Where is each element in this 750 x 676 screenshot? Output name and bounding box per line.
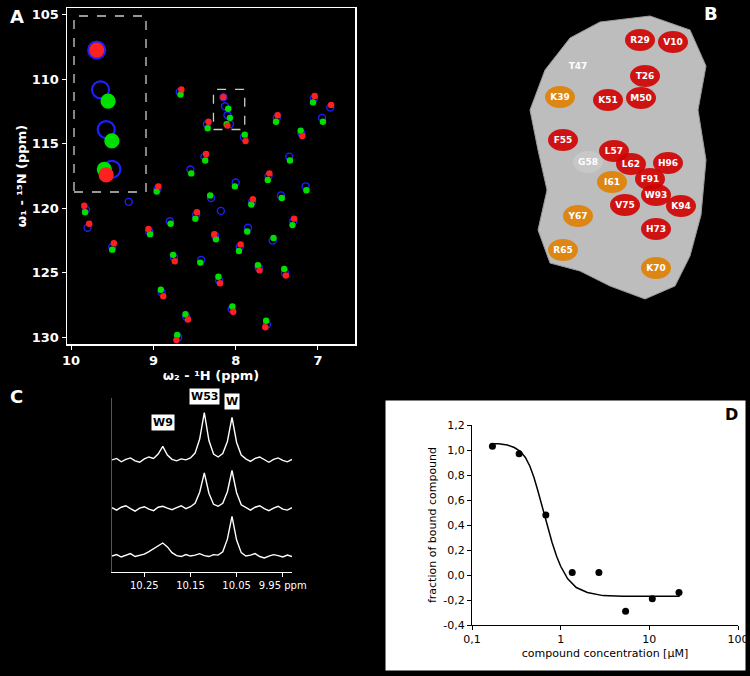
svg-text:10: 10 xyxy=(642,633,656,646)
svg-text:0,8: 0,8 xyxy=(447,469,465,482)
svg-text:105: 105 xyxy=(32,7,59,22)
svg-text:10.05: 10.05 xyxy=(222,580,251,591)
svg-text:1,0: 1,0 xyxy=(447,444,465,457)
svg-text:ω₁ - ¹⁵N (ppm): ω₁ - ¹⁵N (ppm) xyxy=(14,125,29,227)
svg-text:fraction of bound compound: fraction of bound compound xyxy=(426,447,439,603)
svg-text:F55: F55 xyxy=(554,135,573,145)
svg-text:A: A xyxy=(10,6,24,27)
svg-text:9.95 ppm: 9.95 ppm xyxy=(259,580,307,591)
svg-text:K94: K94 xyxy=(671,201,691,211)
svg-text:Y67: Y67 xyxy=(567,211,587,221)
svg-text:H73: H73 xyxy=(646,224,666,234)
svg-text:10.25: 10.25 xyxy=(130,580,159,591)
svg-text:0,0: 0,0 xyxy=(447,569,465,582)
svg-text:B: B xyxy=(704,3,718,24)
svg-text:10.15: 10.15 xyxy=(176,580,205,591)
svg-text:V10: V10 xyxy=(663,37,683,47)
svg-text:W53: W53 xyxy=(191,390,218,403)
svg-text:compound concentration [µM]: compound concentration [µM] xyxy=(522,647,688,660)
svg-text:T26: T26 xyxy=(636,71,655,81)
svg-text:L62: L62 xyxy=(622,159,640,169)
svg-text:W: W xyxy=(226,395,238,408)
svg-text:115: 115 xyxy=(32,136,59,151)
svg-text:110: 110 xyxy=(32,72,59,87)
svg-text:-0,4: -0,4 xyxy=(443,619,464,632)
svg-text:I61: I61 xyxy=(604,177,620,187)
svg-text:M50: M50 xyxy=(630,93,651,103)
svg-text:0,1: 0,1 xyxy=(463,633,481,646)
svg-text:R65: R65 xyxy=(553,245,572,255)
svg-text:V75: V75 xyxy=(615,200,635,210)
svg-text:H96: H96 xyxy=(658,158,678,168)
svg-text:D: D xyxy=(725,405,738,424)
svg-text:1: 1 xyxy=(557,633,564,646)
svg-text:-0,2: -0,2 xyxy=(443,594,464,607)
svg-text:T47: T47 xyxy=(569,61,588,71)
svg-text:125: 125 xyxy=(32,265,59,280)
svg-text:ω₂ - ¹H (ppm): ω₂ - ¹H (ppm) xyxy=(163,368,260,383)
svg-text:R29: R29 xyxy=(630,35,649,45)
svg-text:130: 130 xyxy=(32,330,59,345)
svg-text:K39: K39 xyxy=(550,92,570,102)
svg-text:120: 120 xyxy=(32,201,59,216)
svg-text:F91: F91 xyxy=(641,174,660,184)
svg-text:0,2: 0,2 xyxy=(447,544,465,557)
svg-text:W9: W9 xyxy=(153,416,173,429)
svg-text:10: 10 xyxy=(62,353,80,368)
svg-text:K70: K70 xyxy=(646,263,666,273)
svg-text:100: 100 xyxy=(728,633,749,646)
svg-text:7: 7 xyxy=(313,353,322,368)
svg-text:K51: K51 xyxy=(598,95,618,105)
svg-text:G58: G58 xyxy=(578,157,598,167)
svg-text:1,2: 1,2 xyxy=(447,419,465,432)
svg-text:9: 9 xyxy=(149,353,158,368)
svg-text:0,4: 0,4 xyxy=(447,519,465,532)
svg-text:8: 8 xyxy=(231,353,240,368)
svg-text:0,6: 0,6 xyxy=(447,494,465,507)
svg-text:W93: W93 xyxy=(645,190,667,200)
svg-text:C: C xyxy=(10,386,23,407)
svg-text:L57: L57 xyxy=(605,146,623,156)
